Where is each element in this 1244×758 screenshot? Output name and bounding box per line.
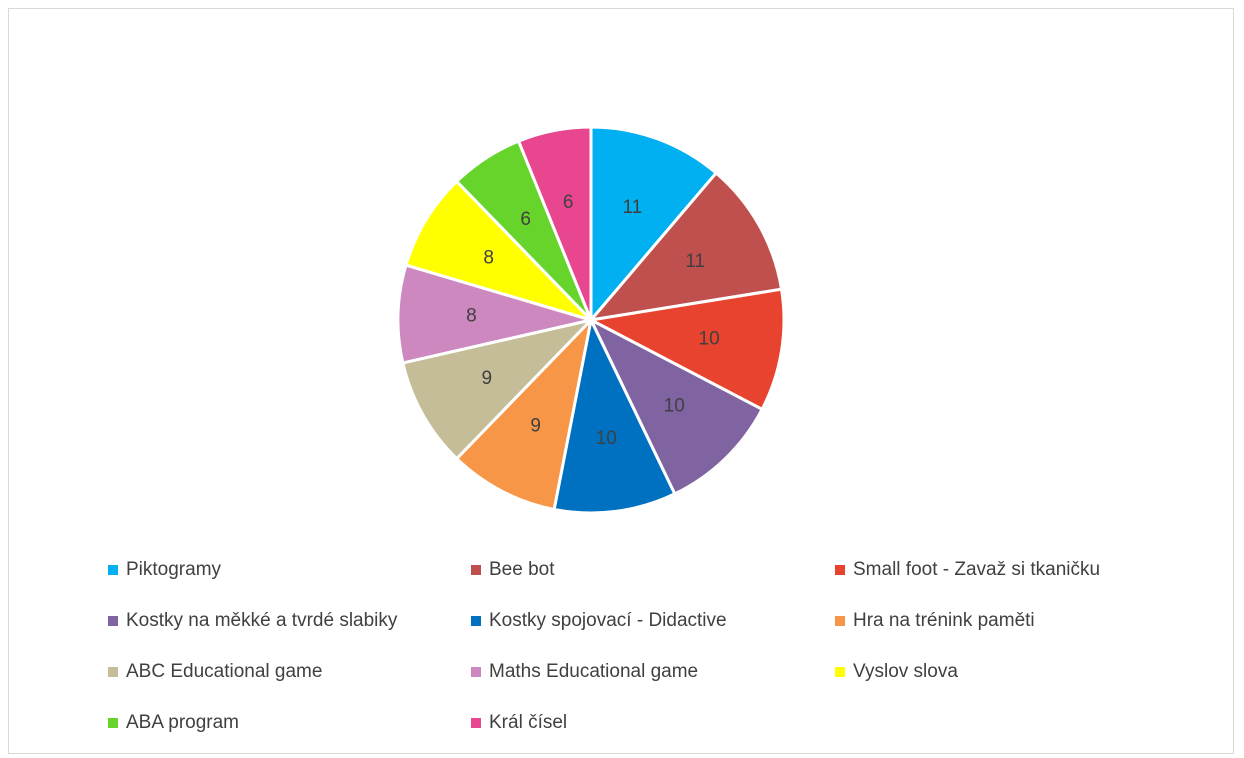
legend-swatch (835, 565, 845, 575)
chart-legend: Piktogramy Bee bot Small foot - Zavaž si t… (108, 554, 1228, 758)
legend-item: Maths Educational game (471, 656, 835, 688)
slice-data-label: 9 (481, 368, 492, 389)
legend-label: Small foot - Zavaž si tkaničku (853, 559, 1101, 580)
legend-label: Kostky spojovací - Didactive (489, 610, 727, 631)
legend-swatch (108, 616, 118, 626)
legend-item: Hra na trénink paměti (835, 605, 1228, 637)
legend-label: ABC Educational game (126, 661, 323, 682)
legend-label: Piktogramy (126, 559, 222, 580)
legend-item: Bee bot (471, 554, 835, 586)
slice-data-label: 9 (530, 416, 541, 437)
legend-label: Bee bot (489, 559, 555, 580)
legend-swatch (108, 718, 118, 728)
legend-item: Piktogramy (108, 554, 471, 586)
pie-slice (589, 125, 718, 322)
slice-data-label: 11 (685, 251, 705, 272)
slice-data-label: 8 (483, 247, 494, 268)
pie-slice (589, 171, 784, 322)
pie-slice (589, 287, 786, 411)
slice-data-label: 8 (466, 306, 477, 327)
slice-data-label: 10 (664, 395, 685, 416)
slice-data-label: 6 (520, 209, 531, 230)
legend-label: Maths Educational game (489, 661, 699, 682)
legend-swatch (471, 565, 481, 575)
legend-label: Král čísel (489, 712, 568, 733)
legend-item: ABC Educational game (108, 656, 471, 688)
pie-slice (517, 125, 593, 322)
legend-item: Vyslov slova (835, 656, 1228, 688)
legend-swatch (108, 565, 118, 575)
legend-swatch (835, 616, 845, 626)
slice-data-label: 11 (622, 197, 642, 218)
pie-slice (401, 318, 593, 461)
legend-item: Small foot - Zavaž si tkaničku (835, 554, 1228, 586)
legend-item: Král čísel (471, 707, 835, 739)
legend-swatch (835, 667, 845, 677)
pie-slice (589, 318, 764, 496)
slice-data-label: 10 (596, 428, 617, 449)
legend-label: Kostky na měkké a tvrdé slabiky (126, 610, 398, 631)
pie-slice (455, 318, 593, 511)
legend-item: ABA program (108, 707, 471, 739)
pie-slice (404, 179, 593, 322)
pie-slice (552, 318, 677, 515)
legend-swatch (471, 616, 481, 626)
legend-item: Kostky spojovací - Didactive (471, 605, 835, 637)
slice-data-label: 6 (563, 192, 574, 213)
legend-item: Kostky na měkké a tvrdé slabiky (108, 605, 471, 637)
legend-label: Hra na trénink paměti (853, 610, 1035, 631)
slice-data-label: 10 (699, 329, 720, 350)
legend-label: ABA program (126, 712, 239, 733)
legend-swatch (471, 667, 481, 677)
pie-slice (396, 263, 593, 365)
legend-swatch (108, 667, 118, 677)
legend-label: Vyslov slova (853, 661, 958, 682)
legend-swatch (471, 718, 481, 728)
